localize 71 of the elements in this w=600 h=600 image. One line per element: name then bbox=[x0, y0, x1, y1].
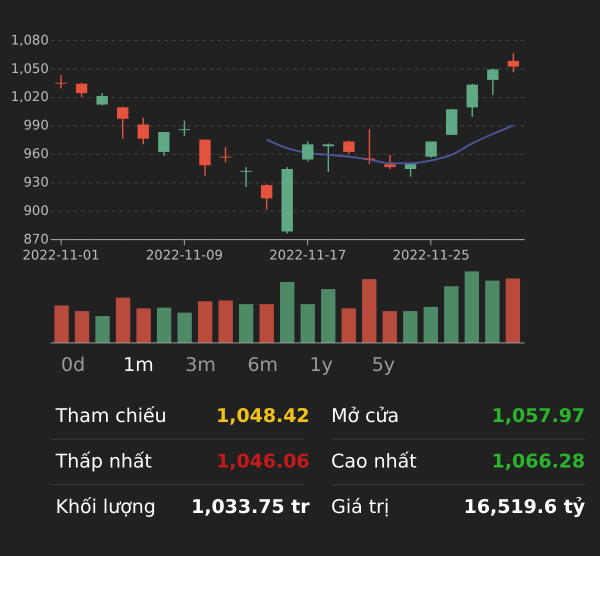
x-tick-label: 2022-11-01 bbox=[22, 248, 100, 264]
bar bbox=[218, 300, 233, 342]
y-tick-label: 1,020 bbox=[10, 90, 49, 106]
candlestick bbox=[220, 146, 232, 164]
candlestick bbox=[364, 128, 376, 165]
bar bbox=[54, 305, 69, 342]
text: 16,519.6 tỷ bbox=[464, 496, 586, 518]
text: 1,046.06 bbox=[216, 450, 310, 473]
text: Cao nhất bbox=[331, 450, 417, 473]
candlestick bbox=[343, 140, 355, 155]
bar bbox=[403, 311, 418, 342]
candlestick bbox=[178, 120, 190, 137]
text: 1,048.42 bbox=[216, 405, 310, 428]
bar bbox=[280, 282, 294, 342]
candlestick bbox=[138, 117, 149, 146]
text: 1y bbox=[310, 354, 333, 376]
candlestick bbox=[404, 162, 416, 178]
y-tick-label: 990 bbox=[23, 118, 49, 134]
text: 1,033.75 tr bbox=[191, 496, 310, 518]
bar bbox=[156, 308, 172, 342]
text: 0d bbox=[61, 354, 86, 376]
y-tick-label: 870 bbox=[23, 232, 49, 248]
bar bbox=[382, 311, 397, 342]
text: Tham chiếu bbox=[54, 405, 167, 428]
bar bbox=[321, 289, 336, 342]
bar bbox=[424, 306, 438, 342]
text: 5y bbox=[372, 354, 395, 376]
text: 3m bbox=[185, 354, 216, 376]
candlestick bbox=[117, 106, 128, 140]
bar bbox=[116, 298, 130, 342]
bar bbox=[300, 304, 315, 342]
text: Mở cửa bbox=[331, 405, 400, 428]
bar bbox=[260, 304, 274, 342]
y-tick-label: 1,080 bbox=[10, 33, 49, 48]
candlestick bbox=[240, 166, 252, 188]
text: 1,066.28 bbox=[492, 450, 586, 473]
bar bbox=[362, 279, 376, 342]
text: Khối lượng bbox=[56, 496, 156, 518]
bar bbox=[238, 304, 254, 342]
bar bbox=[342, 308, 356, 342]
candlestick bbox=[508, 52, 520, 74]
bar bbox=[198, 301, 212, 342]
y-tick-label: 900 bbox=[23, 204, 49, 219]
text: 1m bbox=[123, 354, 154, 376]
candlestick bbox=[158, 131, 170, 156]
text: 1,057.97 bbox=[492, 405, 586, 428]
candlestick bbox=[260, 183, 272, 210]
bar bbox=[464, 271, 480, 342]
bar bbox=[506, 278, 520, 342]
text: 6m bbox=[247, 354, 278, 376]
bar bbox=[95, 316, 110, 342]
bar bbox=[177, 312, 192, 342]
bar bbox=[444, 286, 459, 342]
candlestick bbox=[487, 68, 498, 96]
bar bbox=[74, 311, 90, 342]
x-tick-label: 2022-11-25 bbox=[392, 248, 470, 264]
candlestick bbox=[425, 140, 437, 158]
bar bbox=[485, 280, 500, 342]
candlestick bbox=[466, 82, 478, 118]
y-tick-label: 960 bbox=[23, 147, 49, 162]
candlestick bbox=[55, 74, 67, 90]
x-tick-label: 2022-11-09 bbox=[146, 248, 223, 264]
candlestick bbox=[76, 82, 88, 98]
candlestick bbox=[302, 140, 314, 162]
text: Giá trị bbox=[331, 496, 390, 518]
candlestick bbox=[96, 92, 108, 106]
y-tick-label: 1,050 bbox=[10, 62, 49, 77]
x-tick-label: 2022-11-17 bbox=[269, 248, 346, 264]
bar bbox=[136, 308, 151, 342]
text: Thấp nhất bbox=[54, 450, 152, 473]
y-tick-label: 930 bbox=[23, 176, 49, 191]
